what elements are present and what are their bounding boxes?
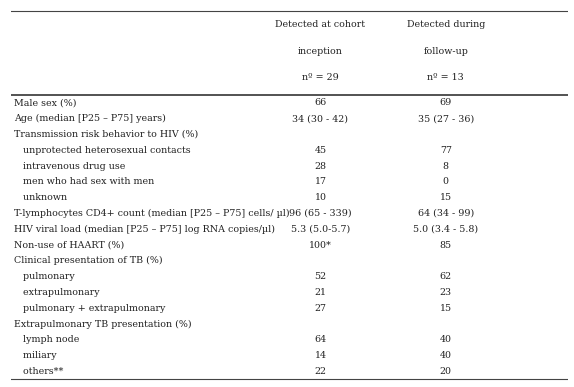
Text: nº = 29: nº = 29	[302, 73, 339, 82]
Text: lymph node: lymph node	[14, 335, 80, 344]
Text: men who had sex with men: men who had sex with men	[14, 177, 154, 186]
Text: extrapulmonary: extrapulmonary	[14, 288, 100, 297]
Text: 35 (27 - 36): 35 (27 - 36)	[418, 114, 474, 123]
Text: 45: 45	[315, 146, 327, 155]
Text: others**: others**	[14, 367, 64, 376]
Text: 40: 40	[440, 335, 452, 344]
Text: 23: 23	[440, 288, 452, 297]
Text: 40: 40	[440, 351, 452, 360]
Text: 96 (65 - 339): 96 (65 - 339)	[289, 209, 352, 218]
Text: unprotected heterosexual contacts: unprotected heterosexual contacts	[14, 146, 191, 155]
Text: inception: inception	[298, 47, 343, 56]
Text: 28: 28	[315, 161, 327, 171]
Text: Age (median [P25 – P75] years): Age (median [P25 – P75] years)	[14, 114, 166, 123]
Text: 8: 8	[443, 161, 449, 171]
Text: follow-up: follow-up	[424, 47, 468, 56]
Text: 77: 77	[440, 146, 452, 155]
Text: 20: 20	[440, 367, 452, 376]
Text: 0: 0	[443, 177, 449, 186]
Text: 69: 69	[440, 98, 452, 107]
Text: 5.0 (3.4 - 5.8): 5.0 (3.4 - 5.8)	[413, 225, 478, 234]
Text: 15: 15	[440, 304, 452, 313]
Text: 100*: 100*	[309, 240, 332, 250]
Text: 64: 64	[315, 335, 327, 344]
Text: 15: 15	[440, 193, 452, 202]
Text: 27: 27	[315, 304, 327, 313]
Text: pulmonary + extrapulmonary: pulmonary + extrapulmonary	[14, 304, 166, 313]
Text: 85: 85	[440, 240, 452, 250]
Text: Transmission risk behavior to HIV (%): Transmission risk behavior to HIV (%)	[14, 130, 199, 139]
Text: 62: 62	[440, 272, 452, 281]
Text: Male sex (%): Male sex (%)	[14, 98, 77, 107]
Text: miliary: miliary	[14, 351, 57, 360]
Text: 10: 10	[315, 193, 327, 202]
Text: 34 (30 - 42): 34 (30 - 42)	[293, 114, 348, 123]
Text: 5.3 (5.0-5.7): 5.3 (5.0-5.7)	[291, 225, 350, 234]
Text: 17: 17	[315, 177, 327, 186]
Text: HIV viral load (median [P25 – P75] log RNA copies/µl): HIV viral load (median [P25 – P75] log R…	[14, 224, 276, 234]
Text: 14: 14	[315, 351, 327, 360]
Text: Extrapulmonary TB presentation (%): Extrapulmonary TB presentation (%)	[14, 319, 192, 329]
Text: intravenous drug use: intravenous drug use	[14, 161, 126, 171]
Text: nº = 13: nº = 13	[428, 73, 464, 82]
Text: pulmonary: pulmonary	[14, 272, 75, 281]
Text: Non-use of HAART (%): Non-use of HAART (%)	[14, 240, 125, 250]
Text: 66: 66	[315, 98, 327, 107]
Text: 52: 52	[315, 272, 327, 281]
Text: Detected at cohort: Detected at cohort	[276, 20, 366, 29]
Text: Detected during: Detected during	[406, 20, 485, 29]
Text: 21: 21	[315, 288, 327, 297]
Text: 22: 22	[315, 367, 327, 376]
Text: 64 (34 - 99): 64 (34 - 99)	[418, 209, 474, 218]
Text: T-lymphocytes CD4+ count (median [P25 – P75] cells/ µl): T-lymphocytes CD4+ count (median [P25 – …	[14, 209, 290, 218]
Text: Clinical presentation of TB (%): Clinical presentation of TB (%)	[14, 256, 163, 265]
Text: unknown: unknown	[14, 193, 67, 202]
